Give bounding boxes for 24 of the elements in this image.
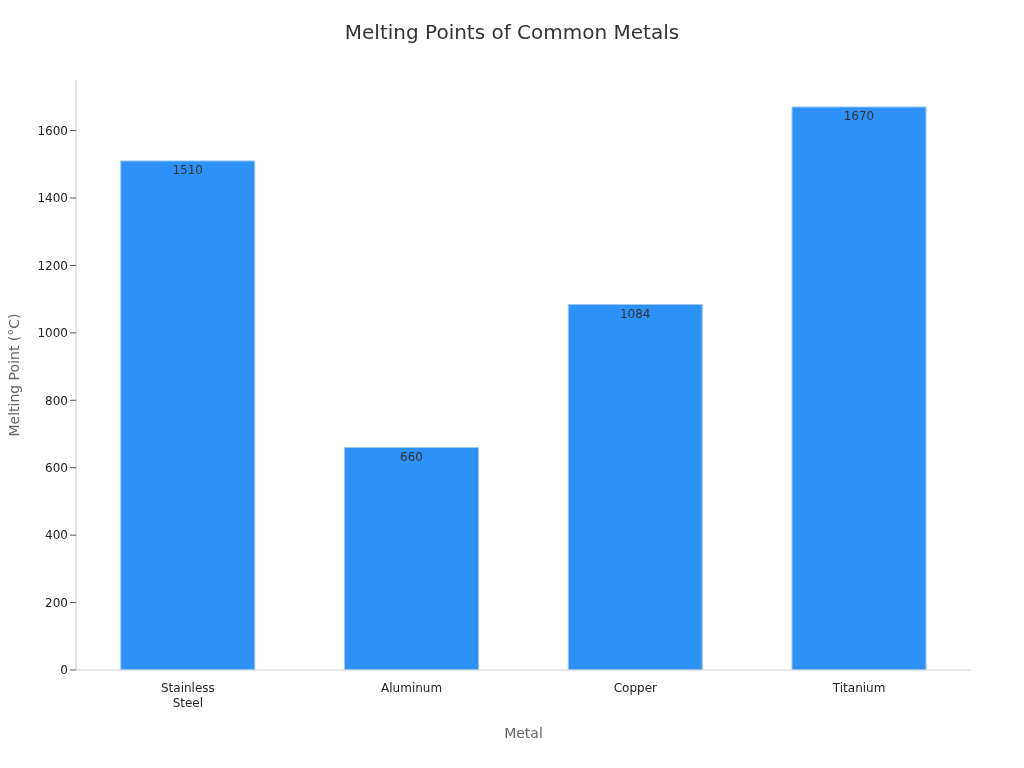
bar bbox=[120, 160, 256, 670]
chart-title: Melting Points of Common Metals bbox=[343, 20, 681, 44]
data-label: 1670 bbox=[843, 109, 875, 124]
y-axis-title: Melting Point (°C) bbox=[5, 313, 22, 437]
y-tick-label: 0 bbox=[60, 663, 68, 678]
x-tick-label: Copper bbox=[613, 681, 658, 695]
bar bbox=[791, 106, 927, 670]
y-tick-label: 600 bbox=[45, 460, 68, 475]
bar bbox=[567, 304, 703, 670]
y-tick-label: 400 bbox=[45, 528, 68, 543]
x-tick-label: Titanium bbox=[831, 681, 886, 695]
bar bbox=[344, 446, 479, 670]
y-tick-label: 1400 bbox=[37, 191, 68, 206]
data-label: 660 bbox=[400, 450, 423, 465]
data-label: 1084 bbox=[619, 307, 651, 322]
x-axis-title: Metal bbox=[504, 725, 543, 741]
x-tick-label: Stainless Steel bbox=[160, 681, 215, 710]
y-tick-label: 1600 bbox=[37, 123, 68, 138]
y-tick-label: 800 bbox=[45, 393, 68, 408]
y-tick-label: 1000 bbox=[37, 326, 68, 341]
y-tick-label: 200 bbox=[45, 595, 68, 610]
x-tick-label: Aluminum bbox=[381, 681, 443, 695]
data-label: 1510 bbox=[172, 163, 204, 178]
y-tick-label: 1200 bbox=[37, 258, 68, 273]
